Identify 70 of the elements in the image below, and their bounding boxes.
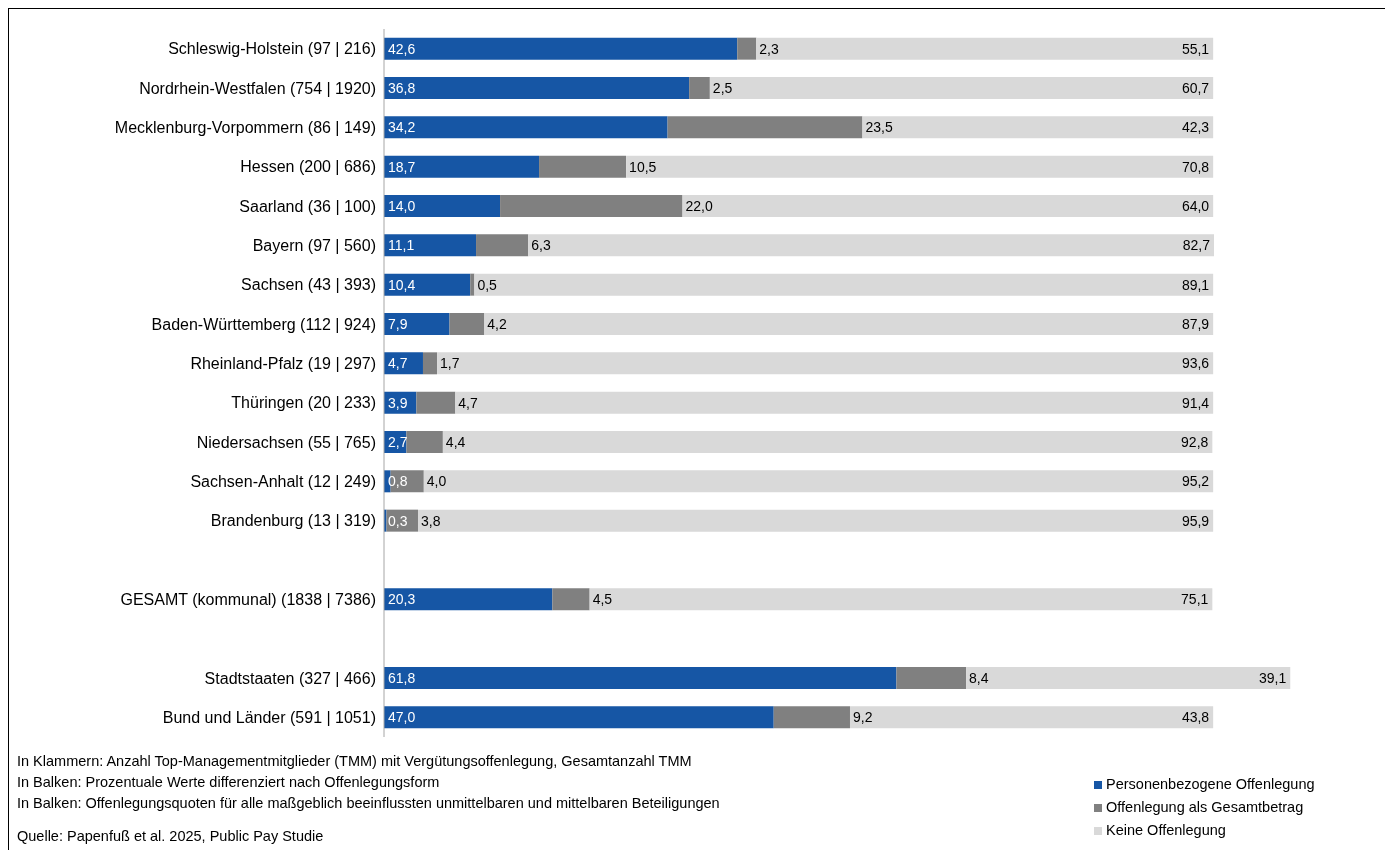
y-tick-label: Stadtstaaten (327 | 466): [204, 669, 376, 687]
data-label: 10,4: [388, 276, 416, 293]
data-label: 4,0: [426, 473, 447, 490]
data-label: 4,7: [388, 355, 408, 372]
data-label: 6,3: [531, 237, 551, 254]
legend-label: Personenbezogene Offenlegung: [1106, 775, 1315, 794]
data-label: 3,8: [421, 512, 441, 529]
data-label: 70,8: [1181, 158, 1210, 175]
data-label: 20,3: [388, 591, 416, 608]
data-label: 2,3: [759, 40, 779, 57]
data-label: 42,6: [388, 40, 416, 57]
data-label: 2,7: [388, 433, 408, 450]
y-tick-label: Saarland (36 | 100): [239, 197, 376, 215]
data-label: 91,4: [1181, 394, 1210, 411]
data-label: 95,9: [1181, 512, 1210, 529]
data-label: 1,7: [440, 355, 460, 372]
data-label: 4,2: [487, 315, 507, 332]
y-tick-label: Sachsen-Anhalt (12 | 249): [190, 473, 376, 491]
data-label: 7,9: [388, 315, 408, 332]
data-label: 4,4: [445, 433, 466, 450]
data-label: 8,4: [969, 669, 989, 686]
data-label: 92,8: [1181, 433, 1209, 450]
data-label: 2,5: [712, 79, 733, 96]
data-label: 23,5: [865, 119, 893, 136]
data-label: 4,5: [592, 591, 613, 608]
data-label: 14,0: [388, 197, 416, 214]
data-label: 36,8: [388, 79, 416, 96]
data-label: 93,6: [1181, 355, 1210, 372]
data-label: 47,0: [388, 709, 416, 726]
y-tick-label: Sachsen (43 | 393): [241, 276, 376, 294]
data-label: 3,9: [388, 394, 408, 411]
data-label: 10,5: [629, 158, 657, 175]
text: In Klammern: Anzahl Top-Managementmitglieder (TMM) mit Vergütungsoffenlegung, Gesamtanzahl TMM: [17, 752, 693, 771]
data-label: 42,3: [1181, 119, 1210, 136]
text: In Balken: Prozentuale Werte differenziert nach Offenlegungsform: [17, 773, 441, 792]
data-label: 60,7: [1181, 79, 1210, 96]
data-label: 43,8: [1181, 709, 1210, 726]
y-tick-label: Mecklenburg-Vorpommern (86 | 149): [114, 119, 376, 137]
y-tick-label: Bayern (97 | 560): [252, 237, 376, 255]
data-label: 89,1: [1181, 276, 1210, 293]
data-label: 61,8: [388, 669, 416, 686]
data-label: 22,0: [685, 197, 713, 214]
data-label: 87,9: [1181, 315, 1210, 332]
y-tick-label: Baden-Württemberg (112 | 924): [151, 315, 376, 333]
data-label: 0,3: [388, 512, 408, 529]
legend-label: Keine Offenlegung: [1106, 821, 1226, 840]
data-label: 82,7: [1182, 237, 1211, 254]
data-label: 9,2: [852, 709, 873, 726]
y-tick-label: Niedersachsen (55 | 765): [196, 433, 376, 451]
y-tick-label: Rheinland-Pfalz (19 | 297): [190, 355, 376, 373]
data-label: 95,2: [1181, 473, 1210, 490]
y-tick-label: Thüringen (20 | 233): [231, 394, 376, 412]
data-label: 0,5: [477, 276, 498, 293]
text: In Balken: Offenlegungsquoten für alle maßgeblich beeinflussten unmittelbaren und mittelbaren Beteiligungen: [17, 794, 720, 813]
data-label: 39,1: [1259, 669, 1287, 686]
y-tick-label: Brandenburg (13 | 319): [210, 512, 376, 530]
data-label: 11,1: [388, 237, 415, 254]
data-label: 75,1: [1181, 591, 1209, 608]
y-tick-label: GESAMT (kommunal) (1838 | 7386): [120, 591, 376, 609]
data-label: 64,0: [1181, 197, 1210, 214]
y-tick-label: Nordrhein-Westfalen (754 | 1920): [139, 79, 376, 97]
data-label: 55,1: [1181, 40, 1210, 57]
data-label: 4,7: [458, 394, 478, 411]
data-label: 18,7: [388, 158, 416, 175]
y-tick-label: Bund und Länder (591 | 1051): [162, 709, 376, 727]
y-tick-label: Schleswig-Holstein (97 | 216): [168, 40, 376, 58]
source-note: Quelle: Papenfuß et al. 2025, Public Pay Studie: [17, 827, 325, 846]
data-label: 34,2: [388, 119, 416, 136]
y-tick-label: Hessen (200 | 686): [240, 158, 376, 176]
legend-label: Offenlegung als Gesamtbetrag: [1106, 798, 1304, 817]
